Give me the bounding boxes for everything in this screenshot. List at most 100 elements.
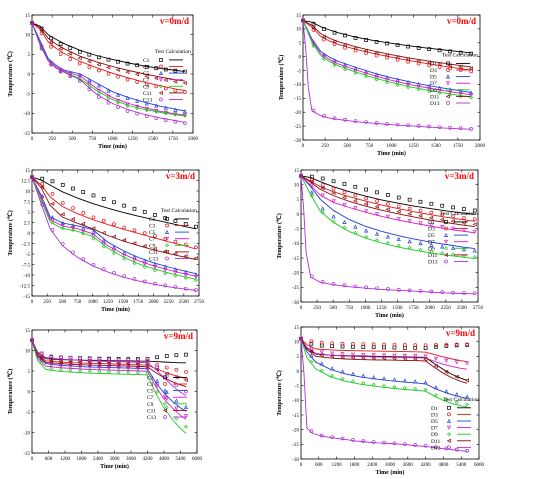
y-axis-label: Temperature (℃)	[7, 210, 14, 256]
test-marker	[405, 57, 410, 62]
test-marker	[427, 124, 431, 129]
calculation-line	[302, 20, 472, 68]
y-tick-label: 5	[28, 211, 31, 216]
test-marker	[115, 67, 120, 72]
legend-entry-C9: C9	[149, 243, 156, 249]
test-marker	[382, 383, 387, 388]
series-C1	[30, 21, 187, 74]
legend-entry-D9: D9	[431, 432, 438, 438]
legend-test-marker	[445, 74, 451, 79]
test-marker	[164, 396, 169, 401]
legend-entry-C11: C11	[147, 408, 156, 414]
series-C3	[30, 21, 187, 94]
test-marker	[301, 18, 305, 23]
series-D5	[298, 336, 470, 399]
test-marker	[77, 360, 82, 365]
test-marker	[115, 92, 121, 97]
test-marker	[472, 222, 477, 227]
test-marker	[429, 210, 434, 215]
test-marker	[440, 251, 445, 256]
test-marker	[364, 196, 369, 201]
test-marker	[386, 201, 390, 206]
test-marker	[406, 85, 411, 90]
y-tick-label: 10	[294, 340, 300, 345]
x-tick-label: 2250	[441, 306, 452, 311]
test-marker	[71, 186, 75, 191]
legend-test-marker	[447, 412, 451, 417]
y-axis-label: Temperature (℃)	[7, 51, 14, 97]
test-marker	[407, 206, 412, 211]
test-marker	[440, 244, 445, 249]
chart-panel-2: 0 250 500 750 1000 1250 1500 1750 2000 -30 -25 -20 -…	[278, 14, 486, 157]
test-marker	[319, 433, 324, 438]
test-marker	[78, 365, 83, 370]
x-tick-label: 3600	[126, 457, 137, 462]
test-marker	[322, 27, 326, 31]
series-D13	[299, 174, 477, 296]
test-marker	[332, 63, 337, 68]
test-marker	[60, 223, 65, 228]
test-marker	[163, 118, 168, 122]
test-marker	[319, 353, 324, 358]
test-marker	[194, 245, 198, 250]
series-D7	[300, 18, 474, 98]
test-marker	[429, 289, 434, 294]
legend-header: Test Calculation	[440, 211, 476, 217]
test-marker	[144, 82, 149, 87]
test-marker	[444, 344, 449, 348]
test-marker	[174, 383, 179, 387]
test-marker	[106, 96, 111, 101]
test-marker	[135, 106, 140, 111]
x-tick-label: 750	[74, 300, 82, 305]
test-marker	[163, 268, 168, 273]
test-marker	[144, 101, 149, 106]
legend-entry-C5: C5	[147, 389, 154, 395]
y-axis-label: Temperature (℃)	[7, 369, 14, 415]
test-marker	[183, 273, 188, 278]
test-marker	[385, 207, 390, 212]
test-marker	[350, 371, 355, 376]
test-marker	[412, 356, 418, 361]
test-marker	[152, 246, 157, 251]
test-marker	[122, 225, 127, 230]
series-D13	[301, 18, 473, 131]
y-tick-label: 15	[25, 169, 31, 174]
x-tick-label: 1750	[453, 144, 464, 149]
test-marker	[448, 90, 453, 95]
test-marker	[418, 199, 423, 204]
chart-title: v=9m/d	[446, 328, 475, 338]
legend-entry-D7: D7	[430, 81, 437, 87]
y-tick-label: -12.5	[20, 284, 31, 289]
test-marker	[91, 226, 96, 231]
test-marker	[173, 239, 178, 244]
test-marker	[350, 352, 355, 357]
test-marker	[331, 190, 336, 196]
legend-entry-C7: C7	[147, 395, 154, 401]
x-tick-label: 1800	[349, 463, 360, 468]
test-marker	[183, 377, 188, 383]
y-tick-label: -7.5	[22, 263, 30, 268]
test-marker	[183, 90, 187, 94]
test-marker	[183, 286, 188, 291]
x-tick-label: 2250	[164, 300, 175, 305]
test-marker	[340, 341, 345, 346]
test-marker	[395, 43, 400, 47]
calculation-line	[31, 22, 185, 123]
test-marker	[163, 111, 168, 116]
test-marker	[182, 113, 187, 118]
legend-entry-D5: D5	[428, 233, 435, 239]
test-marker	[392, 384, 397, 389]
test-marker	[437, 88, 442, 94]
chart-panel-6: 0 600 1200 1800 2400 3000 3600 4200 4800 5400 6000…	[276, 326, 485, 476]
x-tick-label: 1250	[376, 306, 387, 311]
test-marker	[427, 89, 432, 94]
test-marker	[433, 393, 438, 398]
test-marker	[361, 342, 366, 346]
test-marker	[374, 121, 379, 125]
test-marker	[40, 176, 45, 181]
test-marker	[80, 221, 86, 226]
test-marker	[381, 356, 386, 361]
test-marker	[60, 241, 65, 246]
y-tick-label: -5	[297, 69, 302, 74]
